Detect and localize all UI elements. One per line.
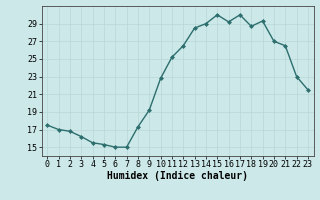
X-axis label: Humidex (Indice chaleur): Humidex (Indice chaleur) — [107, 171, 248, 181]
